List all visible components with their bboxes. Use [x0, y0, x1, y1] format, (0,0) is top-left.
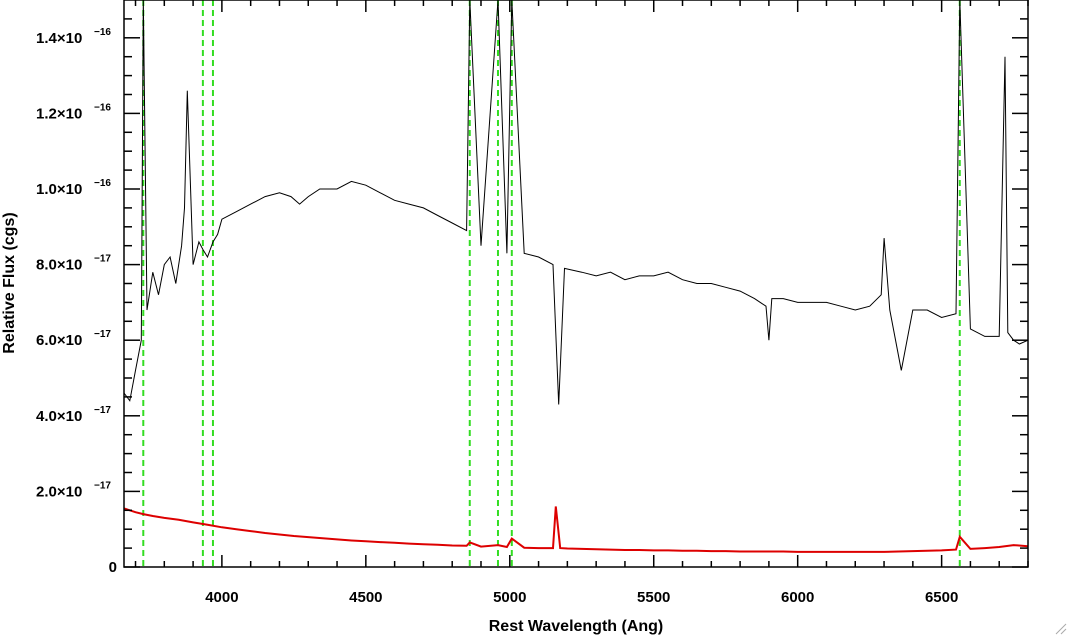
y-tick-exponent: −17 — [94, 254, 111, 265]
y-axis-title: Relative Flux (cgs) — [1, 212, 18, 353]
y-tick-label: 1.2×10 — [36, 105, 82, 122]
y-tick-exponent: −16 — [94, 27, 111, 38]
axis-ticks — [124, 0, 1029, 568]
reference-lines — [142, 0, 961, 567]
x-tick-label: 4500 — [349, 589, 382, 606]
y-tick-exponent: −17 — [94, 405, 111, 416]
x-tick-label: 5000 — [493, 589, 526, 606]
y-tick-labels: 0 2.0×10 −17 4.0×10 −17 6.0×10 −17 8.0×10 −17 1.0… — [36, 27, 117, 576]
y-tick-label: 1.4×10 — [36, 30, 82, 47]
x-tick-label: 6000 — [781, 589, 814, 606]
y-tick-label: 4.0×10 — [36, 408, 82, 425]
x-axis-title: Rest Wavelength (Ang) — [489, 618, 664, 635]
y-tick-exponent: −16 — [94, 178, 111, 189]
y-tick-label: 1.0×10 — [36, 181, 82, 198]
x-tick-label: 5500 — [637, 589, 670, 606]
y-tick-label: 2.0×10 — [36, 483, 82, 500]
y-tick-label: 6.0×10 — [36, 332, 82, 349]
series-layer — [124, 0, 1028, 553]
y-tick-label: 8.0×10 — [36, 257, 82, 274]
y-tick-exponent: −17 — [94, 329, 111, 340]
flux-spectrum-line — [124, 0, 1028, 405]
y-tick-label: 0 — [109, 559, 117, 576]
x-tick-label: 6500 — [925, 589, 958, 606]
y-tick-exponent: −16 — [94, 102, 111, 113]
plot-frame — [123, 0, 1029, 568]
x-tick-labels: 4000 4500 5000 5500 6000 6500 — [205, 589, 958, 606]
error-spectrum-line — [124, 506, 1028, 553]
y-tick-exponent: −17 — [94, 480, 111, 491]
resize-grip-icon[interactable] — [1053, 621, 1067, 635]
x-tick-label: 4000 — [205, 589, 238, 606]
